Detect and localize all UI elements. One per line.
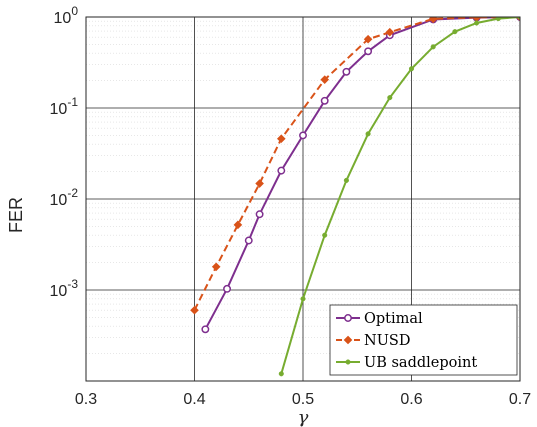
series-layer bbox=[190, 17, 520, 377]
series-line bbox=[280, 17, 520, 375]
data-point bbox=[387, 95, 393, 101]
data-point bbox=[299, 131, 307, 140]
data-point bbox=[474, 20, 480, 26]
legend-label: NUSD bbox=[364, 333, 410, 349]
legend-label: Optimal bbox=[364, 311, 423, 327]
data-point bbox=[320, 75, 330, 84]
legend-entry: NUSD bbox=[336, 333, 410, 349]
data-point bbox=[365, 131, 371, 137]
data-point bbox=[300, 296, 306, 302]
data-point bbox=[364, 47, 373, 56]
data-point bbox=[255, 179, 264, 188]
x-tick-label: 0.3 bbox=[75, 391, 97, 408]
series-optimal bbox=[201, 17, 520, 334]
data-point bbox=[211, 262, 221, 272]
data-point bbox=[428, 17, 438, 24]
data-point bbox=[190, 305, 199, 315]
data-point bbox=[408, 66, 415, 72]
data-point bbox=[452, 29, 458, 35]
x-tick-label: 0.6 bbox=[400, 391, 422, 408]
x-tick-label: 0.7 bbox=[509, 391, 531, 408]
data-point bbox=[343, 335, 353, 345]
legend-box bbox=[329, 304, 518, 376]
data-point bbox=[495, 17, 501, 22]
legend-entry: UB saddlepoint bbox=[336, 355, 477, 371]
data-point bbox=[517, 17, 520, 20]
data-point bbox=[255, 210, 264, 219]
data-point bbox=[363, 34, 373, 44]
data-point bbox=[430, 44, 436, 50]
x-tick-label: 0.4 bbox=[183, 391, 205, 408]
y-axis-label: FER bbox=[6, 197, 26, 233]
data-point bbox=[385, 27, 395, 37]
legend-label: UB saddlepoint bbox=[364, 355, 477, 371]
series-ub-saddlepoint bbox=[278, 17, 520, 377]
data-point bbox=[342, 67, 351, 76]
data-point bbox=[345, 359, 351, 365]
plot-frame bbox=[85, 16, 521, 382]
legend-entry: Optimal bbox=[336, 311, 423, 327]
data-point bbox=[322, 232, 328, 238]
y-tick-label: 10-3 bbox=[50, 277, 79, 300]
data-point bbox=[276, 134, 286, 143]
y-tick-label: 10-1 bbox=[50, 95, 79, 118]
data-point bbox=[233, 220, 243, 230]
y-axis: 100 10-1 10-2 10-3 bbox=[50, 4, 79, 300]
data-point bbox=[223, 284, 232, 293]
data-point bbox=[343, 177, 349, 183]
data-point bbox=[201, 325, 210, 334]
x-tick-label: 0.5 bbox=[292, 391, 314, 408]
x-axis: 0.3 0.4 0.5 0.6 0.7 bbox=[75, 391, 531, 408]
data-point bbox=[277, 166, 286, 175]
x-axis-label: γ bbox=[298, 407, 309, 427]
data-point bbox=[320, 96, 329, 105]
data-point bbox=[344, 314, 352, 322]
legend: Optimal NUSD UB saddlepoint bbox=[329, 304, 518, 376]
data-point bbox=[278, 371, 284, 377]
data-point bbox=[244, 236, 253, 245]
y-tick-label: 10-2 bbox=[50, 186, 79, 209]
y-tick-label: 100 bbox=[54, 4, 79, 27]
